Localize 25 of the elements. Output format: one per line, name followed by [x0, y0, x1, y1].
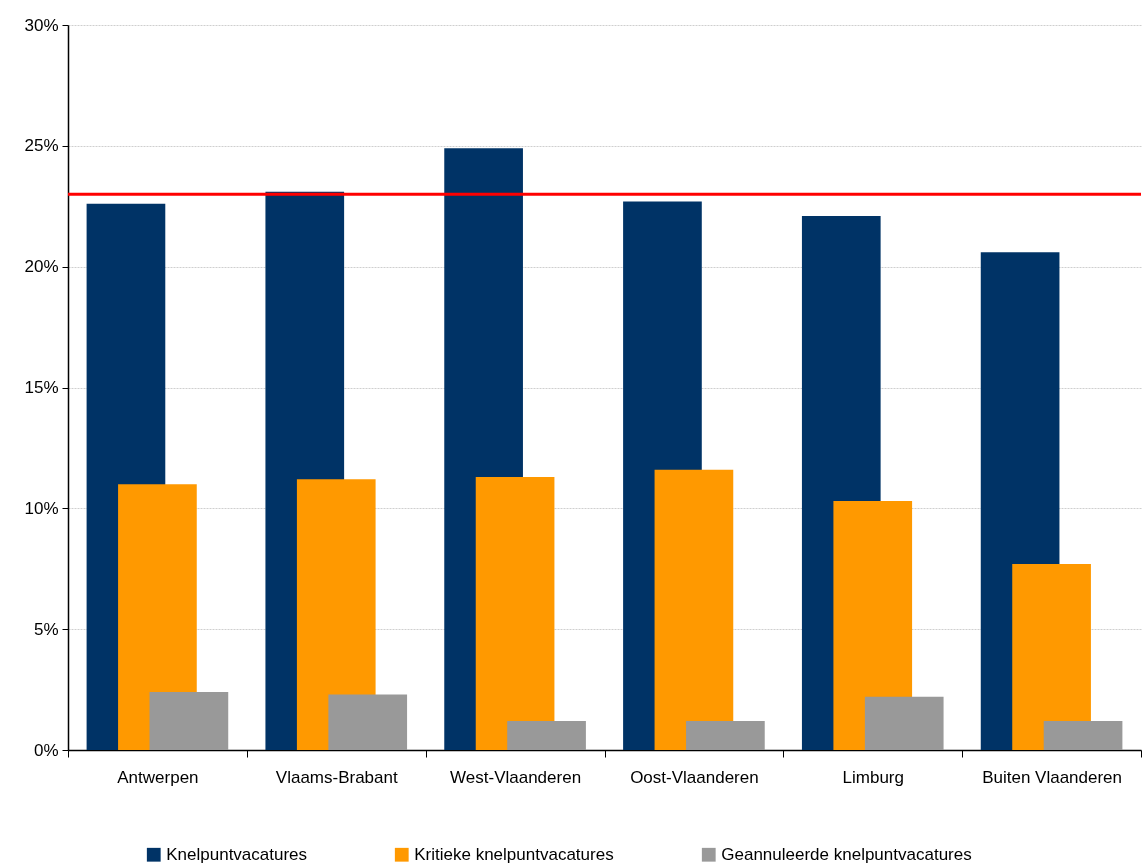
x-tick-label: West-Vlaanderen — [450, 767, 582, 787]
y-tick-label: 30% — [24, 15, 59, 35]
x-tick-label: Antwerpen — [117, 767, 199, 787]
bar — [686, 721, 765, 750]
y-tick-label: 25% — [24, 136, 59, 156]
bar — [475, 476, 555, 750]
x-tick-label: Limburg — [842, 767, 904, 787]
legend-label: Knelpuntvacatures — [166, 844, 308, 864]
bar — [1012, 563, 1091, 750]
bar — [654, 469, 734, 750]
y-tick-label: 15% — [24, 378, 59, 397]
bar — [507, 721, 586, 750]
bar — [864, 696, 944, 750]
x-tick-label: Vlaams-Brabant — [275, 767, 398, 787]
y-tick-label: 5% — [33, 619, 59, 639]
x-tick-label: Oost-Vlaanderen — [630, 767, 759, 787]
y-tick-label: 0% — [33, 740, 59, 760]
legend-label: Kritieke knelpuntvacatures — [414, 844, 614, 864]
bar — [1043, 721, 1123, 750]
y-tick-label: 10% — [24, 498, 59, 518]
bar — [149, 692, 229, 750]
bar — [328, 694, 408, 750]
legend-label: Geannuleerde knelpuntvacatures — [721, 844, 972, 864]
x-tick-label: Buiten Vlaanderen — [982, 767, 1123, 787]
y-tick-label: 20% — [24, 257, 59, 277]
